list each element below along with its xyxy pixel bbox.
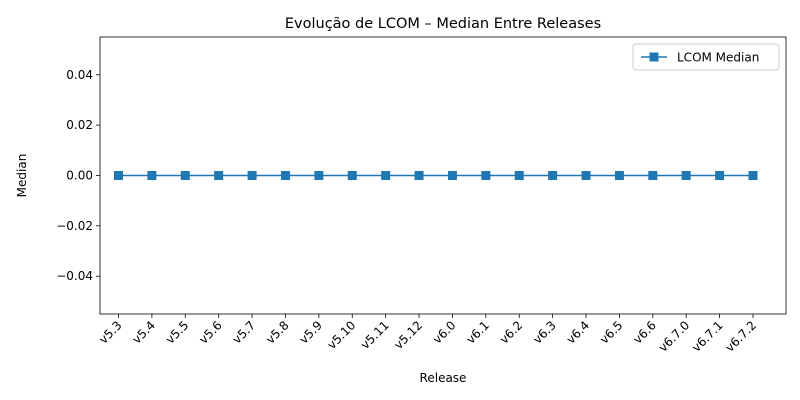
data-point xyxy=(414,171,424,180)
y-axis-ticks: −0.04 −0.02 0.00 0.02 0.04 xyxy=(56,68,100,283)
data-point xyxy=(581,171,591,180)
data-point xyxy=(347,171,357,180)
data-point xyxy=(180,171,190,180)
chart-title: Evolução de LCOM – Median Entre Releases xyxy=(285,16,601,32)
data-point xyxy=(548,171,558,180)
legend-marker xyxy=(649,52,659,62)
plot-frame xyxy=(99,36,787,315)
data-point xyxy=(314,171,324,180)
data-point xyxy=(147,171,157,180)
y-axis-label: Median xyxy=(15,154,29,198)
data-point xyxy=(614,171,624,180)
series-group xyxy=(114,171,758,180)
y-tick-label: 0.02 xyxy=(66,118,93,132)
data-point xyxy=(247,171,257,180)
y-tick-label: 0.04 xyxy=(66,68,93,82)
data-point xyxy=(748,171,758,180)
data-point xyxy=(514,171,524,180)
data-point xyxy=(114,171,123,180)
y-tick-label: −0.04 xyxy=(56,269,93,283)
y-tick-label: −0.02 xyxy=(56,219,93,233)
data-point xyxy=(648,171,658,180)
data-point xyxy=(381,171,391,180)
legend-box xyxy=(632,43,780,71)
legend-label: LCOM Median xyxy=(677,51,759,65)
y-tick-label: 0.00 xyxy=(66,169,93,183)
data-point xyxy=(481,171,491,180)
data-point xyxy=(715,171,725,180)
data-point xyxy=(280,171,290,180)
data-point xyxy=(214,171,224,180)
data-point xyxy=(447,171,457,180)
data-point xyxy=(681,171,691,180)
legend: LCOM Median xyxy=(632,43,780,71)
x-axis-label: Release xyxy=(420,371,467,385)
